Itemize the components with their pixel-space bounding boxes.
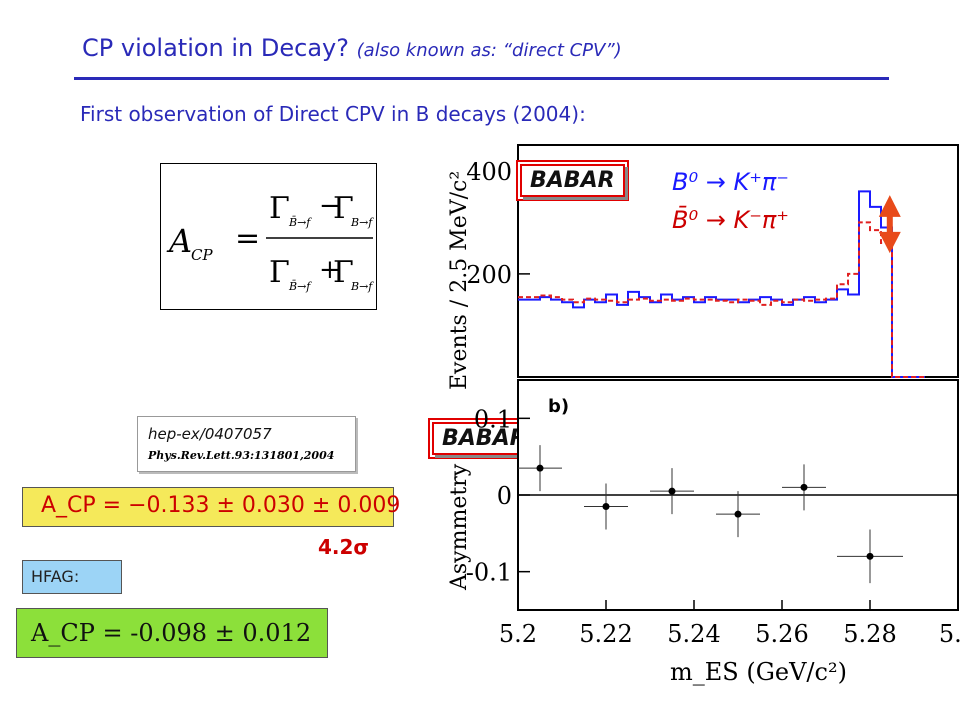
xtick-label: 5.3 bbox=[939, 620, 960, 648]
asymmetry-point bbox=[800, 483, 808, 491]
difference-arrow-head-up bbox=[878, 195, 901, 217]
asymmetry-point bbox=[866, 552, 874, 560]
bottom-ytick-label: 0 bbox=[497, 482, 512, 510]
formula-lhs: A bbox=[166, 222, 192, 260]
xlabel: m_ES (GeV/c²) bbox=[670, 658, 847, 686]
slide-title: CP violation in Decay? (also known as: “… bbox=[82, 34, 622, 62]
asymmetry-point bbox=[536, 464, 544, 472]
hfag-label-box: HFAG: bbox=[22, 560, 122, 594]
difference-arrow-head-down bbox=[878, 231, 901, 254]
title-main: CP violation in Decay? bbox=[82, 34, 349, 62]
asymmetry-point bbox=[668, 487, 676, 495]
xtick-label: 5.26 bbox=[755, 620, 808, 648]
num-gamma: Γ bbox=[333, 191, 354, 226]
journal-reference: Phys.Rev.Lett.93:131801,2004 bbox=[148, 449, 335, 462]
xtick-label: 5.2 bbox=[499, 620, 537, 648]
arxiv-reference: hep-ex/0407057 bbox=[148, 425, 272, 443]
legend-b0: B⁰ → K⁺π⁻ bbox=[672, 168, 789, 196]
hfag-label: HFAG: bbox=[31, 567, 80, 586]
histogram-series-0 bbox=[518, 190, 925, 378]
bottom-ylabel: Asymmetry bbox=[447, 463, 472, 591]
top-ylabel: Events / 2.5 MeV/c² bbox=[447, 171, 472, 390]
babar-plot-logo: BABAR bbox=[516, 160, 629, 201]
legend-b0bar: B̄⁰ → K⁻π⁺ bbox=[672, 206, 789, 234]
panel-label: b) bbox=[548, 396, 569, 417]
significance: 4.2σ bbox=[318, 535, 370, 559]
top-ytick-label: 200 bbox=[466, 261, 512, 289]
histogram-series-1 bbox=[518, 221, 925, 378]
babar-plot-logo-text: BABAR bbox=[520, 164, 625, 197]
formula-lhs-sub: CP bbox=[191, 246, 213, 264]
bottom-ytick-label: 0.1 bbox=[474, 405, 512, 433]
title-underline bbox=[74, 77, 889, 80]
num-term-bar: B̄→f bbox=[288, 216, 312, 229]
acp-result-box: A_CP = −0.133 ± 0.030 ± 0.009 bbox=[22, 487, 400, 527]
den-term-bar: B̄→f bbox=[288, 280, 312, 293]
xtick-label: 5.22 bbox=[579, 620, 632, 648]
num-gamma-bar: Γ bbox=[269, 191, 290, 226]
acp-result: A_CP = −0.133 ± 0.030 ± 0.009 bbox=[41, 493, 401, 518]
reference-box: hep-ex/0407057 Phys.Rev.Lett.93:131801,2… bbox=[137, 416, 356, 472]
num-term: B→f bbox=[350, 216, 374, 229]
hfag-value-box: A_CP = -0.098 ± 0.012 bbox=[16, 608, 328, 658]
svg-text:+: + bbox=[319, 255, 341, 285]
bottom-ytick-label: -0.1 bbox=[466, 559, 512, 587]
den-gamma-bar: Γ bbox=[269, 255, 290, 290]
hfag-value: A_CP = -0.098 ± 0.012 bbox=[31, 619, 312, 647]
acp-formula: A CP = Γ B̄→f − Γ B→f Γ B̄→f + Γ B→f bbox=[160, 163, 377, 310]
den-term: B→f bbox=[350, 280, 374, 293]
title-sub: (also known as: “direct CPV”) bbox=[356, 40, 622, 61]
slide-subtitle: First observation of Direct CPV in B dec… bbox=[80, 102, 586, 126]
svg-text:=: = bbox=[235, 221, 260, 256]
den-gamma: Γ bbox=[333, 255, 354, 290]
asymmetry-point bbox=[734, 510, 742, 518]
asymmetry-point bbox=[602, 503, 610, 510]
top-ytick-label: 400 bbox=[466, 158, 512, 186]
svg-text:−: − bbox=[319, 191, 341, 221]
xtick-label: 5.24 bbox=[667, 620, 720, 648]
xtick-label: 5.28 bbox=[843, 620, 896, 648]
